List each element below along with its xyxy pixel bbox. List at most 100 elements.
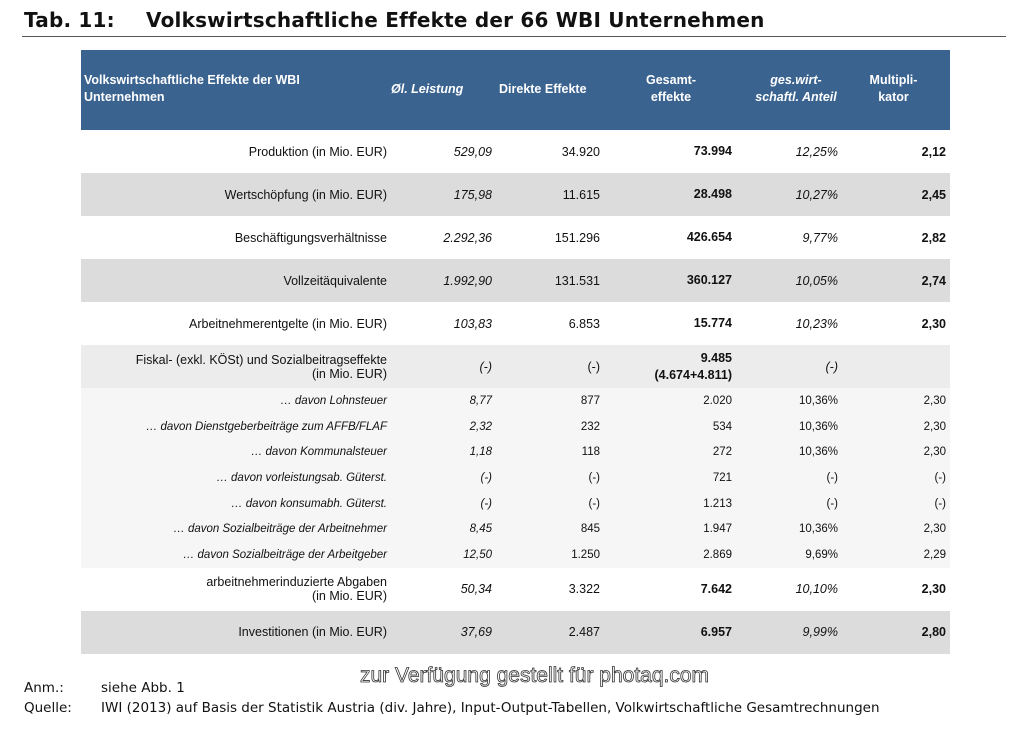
cell-v2: 151.296 — [554, 230, 600, 245]
cell-v2: 118 — [581, 446, 600, 459]
cell-v4: 9,77% — [802, 230, 838, 245]
table-row: … davon Kommunalsteuer 1,18 118 272 10,36% 2,… — [81, 439, 950, 466]
cell-v3: 1.947 — [703, 523, 732, 536]
cell-v4: 9,69% — [805, 548, 838, 561]
row-label: Arbeitnehmerentgelte (in Mio. EUR) — [189, 316, 387, 331]
cell-v1: 175,98 — [453, 187, 492, 202]
row-label: … davon Lohnsteuer — [280, 394, 387, 407]
footnote-anm: Anm.: siehe Abb. 1 — [24, 680, 185, 696]
table-row: Produktion (in Mio. EUR) 529,09 34.920 73.9… — [81, 130, 950, 173]
cell-v5: 2,12 — [921, 144, 946, 159]
cell-v4: (-) — [826, 497, 839, 510]
header-col4: ges.wirt- schaftl. Anteil — [755, 73, 837, 104]
row-label: … davon Sozialbeiträge der Arbeitgeber — [182, 548, 387, 561]
cell-v4: (-) — [825, 359, 839, 374]
table-row: Vollzeitäquivalente 1.992,90 131.531 360.12… — [81, 259, 950, 302]
cell-v1: (-) — [480, 497, 493, 510]
cell-v2: 845 — [580, 523, 600, 536]
cell-v1: 103,83 — [453, 316, 492, 331]
cell-v1: 50,34 — [460, 582, 492, 597]
cell-v3: 534 — [712, 420, 732, 433]
cell-v3: 6.957 — [700, 624, 732, 639]
header-label: Volkswirtschaftliche Effekte der WBI Unt… — [84, 73, 300, 104]
cell-v3: 272 — [712, 446, 732, 459]
header-col5: Multipli- kator — [869, 73, 918, 104]
cell-v5: 2,30 — [921, 582, 946, 597]
cell-v3: 2.869 — [703, 548, 732, 561]
cell-v3: 1.213 — [703, 497, 732, 510]
header-col2: Direkte Effekte — [499, 82, 587, 96]
cell-v4: 10,27% — [795, 187, 838, 202]
table-row: … davon Sozialbeiträge der Arbeitnehmer 8… — [81, 516, 950, 543]
cell-v2: (-) — [588, 471, 601, 484]
row-label: … davon Dienstgeberbeiträge zum AFFB/FLA… — [145, 420, 387, 433]
cell-v3: 2.020 — [703, 394, 732, 407]
title-rule — [22, 36, 1006, 37]
cell-v4: (-) — [826, 471, 839, 484]
cell-v2: 3.322 — [568, 582, 600, 597]
cell-v2: 34.920 — [561, 144, 600, 159]
table-row: … davon vorleistungsab. Güterst. (-) (-) 72… — [81, 465, 950, 491]
cell-v3: 7.642 — [700, 581, 732, 596]
row-label: Fiskal- (exkl. KÖSt) und Sozialbeitragse… — [135, 352, 387, 381]
cell-v1: 8,77 — [469, 394, 492, 407]
table-row: … davon Lohnsteuer 8,77 877 2.020 10,36% 2,30 — [81, 388, 950, 414]
row-label: … davon Kommunalsteuer — [250, 446, 387, 459]
table-row: … davon konsumabh. Güterst. (-) (-) 1.213 (-… — [81, 490, 950, 517]
cell-v4: 10,05% — [795, 273, 838, 288]
table-title: Tab. 11: Volkswirtschaftliche Effekte der… — [24, 8, 765, 32]
cell-v2: (-) — [587, 359, 601, 374]
row-label: … davon konsumabh. Güterst. — [231, 497, 387, 510]
cell-v4: 10,23% — [795, 316, 838, 331]
cell-v3: 28.498 — [693, 187, 732, 201]
cell-v4: 10,10% — [795, 582, 838, 597]
row-label: Investitionen (in Mio. EUR) — [238, 625, 387, 640]
row-label: Beschäftigungsverhältnisse — [234, 230, 387, 245]
row-label: Vollzeitäquivalente — [283, 273, 387, 288]
cell-v3: 721 — [712, 471, 732, 484]
cell-v1: 529,09 — [453, 144, 492, 159]
table-row: Wertschöpfung (in Mio. EUR) 175,98 11.615 2… — [81, 173, 950, 216]
cell-v2: 11.615 — [562, 187, 600, 202]
cell-v4: 10,36% — [798, 394, 838, 407]
table-header: Volkswirtschaftliche Effekte der WBI Unt… — [81, 50, 950, 130]
row-label: Produktion (in Mio. EUR) — [248, 144, 387, 159]
cell-v1: 8,45 — [469, 523, 492, 536]
cell-v4: 10,36% — [798, 523, 838, 536]
cell-v2: 6.853 — [568, 316, 600, 331]
cell-v5: 2,82 — [921, 230, 946, 245]
row-label: … davon vorleistungsab. Güterst. — [216, 471, 387, 484]
cell-v3: 9.485 (4.674+4.811) — [654, 350, 733, 382]
cell-v1: 37,69 — [460, 625, 492, 640]
row-label: … davon Sozialbeiträge der Arbeitnehmer — [173, 523, 387, 536]
cell-v1: 1,18 — [469, 446, 492, 459]
cell-v3: 73.994 — [693, 144, 732, 158]
cell-v5: 2,30 — [923, 523, 946, 536]
cell-v1: 1.992,90 — [443, 273, 492, 288]
cell-v5: 2,30 — [923, 446, 946, 459]
table-row: Beschäftigungsverhältnisse 2.292,36 151.29… — [81, 216, 950, 259]
cell-v4: 12,25% — [795, 144, 838, 159]
table-row: Fiskal- (exkl. KÖSt) und Sozialbeitragse… — [81, 345, 950, 388]
cell-v3: 15.774 — [693, 316, 732, 330]
cell-v1: 2.292,36 — [443, 230, 492, 245]
cell-v5: 2,30 — [921, 316, 946, 331]
cell-v2: 131.531 — [554, 273, 600, 288]
cell-v4: 10,36% — [798, 446, 838, 459]
table-row: arbeitnehmerinduzierte Abgaben (in Mio. … — [81, 568, 950, 611]
header-col3: Gesamt- effekte — [645, 73, 697, 104]
cell-v1: (-) — [480, 471, 493, 484]
table-row: Investitionen (in Mio. EUR) 37,69 2.487 6.9… — [81, 610, 950, 654]
cell-v5: 2,29 — [923, 548, 946, 561]
cell-v5 — [838, 345, 946, 388]
cell-v3: 360.127 — [686, 273, 732, 287]
cell-v4: 10,36% — [798, 420, 838, 433]
cell-v2: (-) — [588, 497, 601, 510]
table-row: … davon Dienstgeberbeiträge zum AFFB/FLA… — [81, 413, 950, 440]
cell-v5: (-) — [934, 497, 947, 510]
cell-v2: 1.250 — [571, 548, 600, 561]
cell-v2: 2.487 — [568, 625, 600, 640]
effects-table: Volkswirtschaftliche Effekte der WBI Unt… — [81, 50, 950, 654]
cell-v3: 426.654 — [686, 230, 732, 244]
cell-v5: 2,45 — [921, 187, 946, 202]
